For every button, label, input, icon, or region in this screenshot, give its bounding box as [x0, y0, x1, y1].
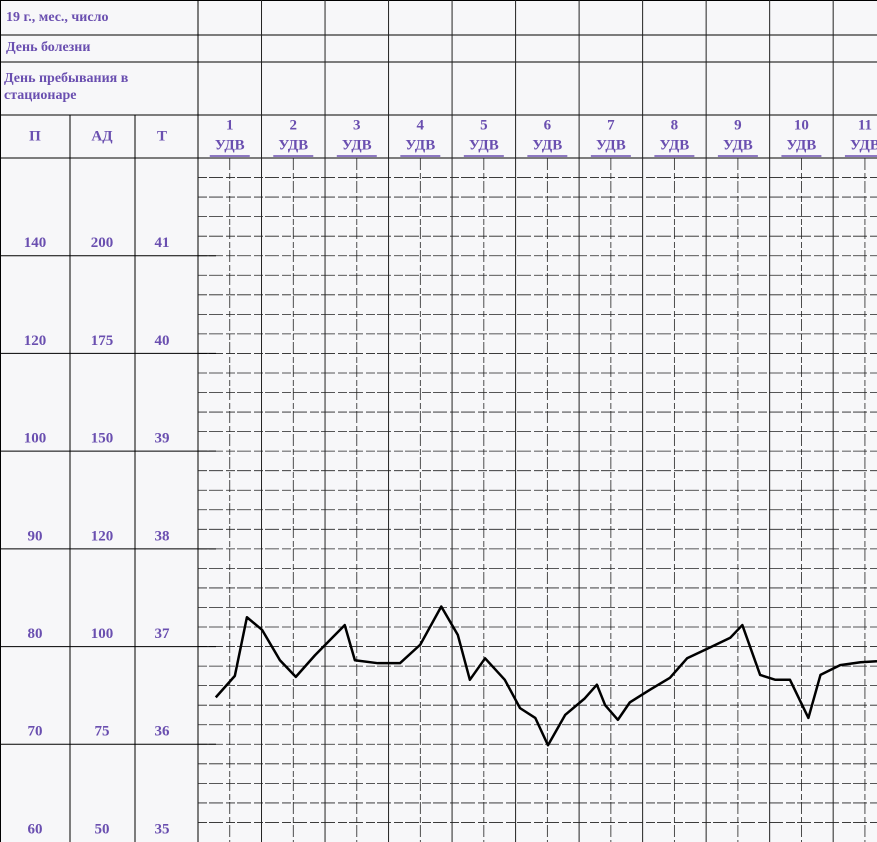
day-number: 3 [353, 117, 361, 133]
day-sublabel: УДВ [215, 137, 245, 153]
pressure-tick-label: 50 [95, 821, 110, 837]
illness-day-label: День болезни [6, 40, 90, 55]
day-sublabel: УДВ [405, 137, 435, 153]
day-sublabel: УДВ [469, 137, 499, 153]
temperature-tick-label: 40 [155, 333, 170, 349]
day-sublabel: УДВ [342, 137, 372, 153]
day-number: 11 [858, 117, 872, 133]
pressure-tick-label: 175 [91, 333, 114, 349]
day-sublabel: УДВ [659, 137, 689, 153]
pulse-tick-label: 70 [28, 724, 43, 740]
temperature-tick-label: 41 [155, 235, 170, 251]
day-number: 8 [671, 117, 679, 133]
stay-day-label: День пребывания в стационаре [4, 71, 129, 103]
temperature-tick-label: 38 [155, 528, 170, 544]
day-sublabel: УДВ [596, 137, 626, 153]
pressure-tick-label: 150 [91, 431, 114, 447]
day-number: 9 [734, 117, 742, 133]
day-number: 1 [226, 117, 234, 133]
temperature-tick-label: 35 [155, 821, 170, 837]
day-sublabel: УДВ [278, 137, 308, 153]
temperature-header: Т [157, 128, 167, 144]
pulse-tick-label: 90 [28, 528, 43, 544]
pulse-tick-label: 100 [24, 431, 47, 447]
pulse-tick-label: 140 [24, 235, 47, 251]
temperature-tick-label: 36 [155, 724, 171, 740]
pulse-tick-label: 60 [28, 821, 43, 837]
pressure-tick-label: 75 [95, 724, 110, 740]
day-sublabel: УДВ [787, 137, 817, 153]
date-row-label: 19 г., мес., число [6, 10, 108, 25]
day-number: 2 [290, 117, 298, 133]
pressure-tick-label: 200 [91, 235, 114, 251]
pressure-header: АД [91, 128, 113, 144]
day-number: 10 [794, 117, 809, 133]
day-sublabel: УДВ [723, 137, 753, 153]
pulse-tick-label: 80 [28, 626, 43, 642]
day-number: 7 [607, 117, 615, 133]
pulse-header: П [29, 128, 41, 144]
pressure-tick-label: 100 [91, 626, 114, 642]
temperature-tick-label: 39 [155, 431, 170, 447]
temperature-line [214, 605, 877, 747]
day-sublabel: УДВ [850, 137, 877, 153]
pulse-tick-label: 120 [24, 333, 47, 349]
pressure-tick-label: 120 [91, 528, 114, 544]
day-sublabel: УДВ [532, 137, 562, 153]
day-number: 4 [417, 117, 425, 133]
day-number: 5 [480, 117, 488, 133]
day-number: 6 [544, 117, 552, 133]
stay-day-box: День пребывания в стационаре [4, 71, 129, 103]
temperature-tick-label: 37 [155, 626, 171, 642]
